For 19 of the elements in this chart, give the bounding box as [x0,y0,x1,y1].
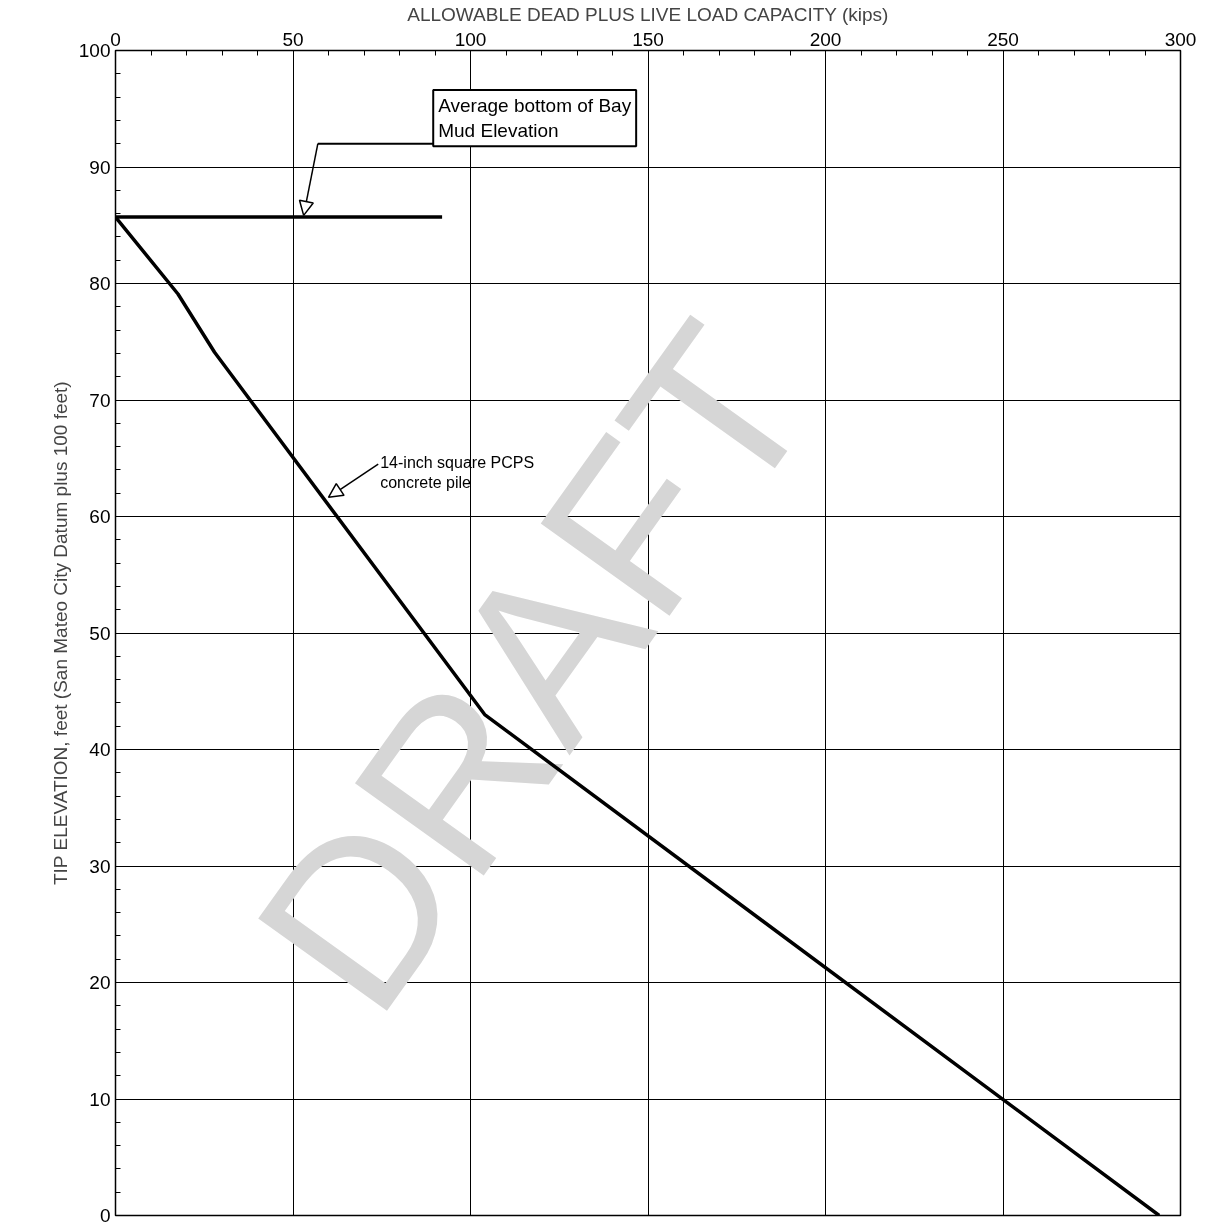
y-tick-label: 20 [89,972,111,993]
y-tick-label: 50 [89,622,111,644]
y-tick-label: 80 [89,273,111,294]
y-axis-title: TIP ELEVATION, feet (San Mateo City Datum plus 100 feet) [49,381,71,886]
x-tick-label: 300 [1164,28,1197,50]
y-tick-label: 90 [89,156,111,178]
y-tick-label: 60 [89,506,111,527]
annotation: Average bottom of Bay Mud Elevation [438,95,632,142]
y-tick-label: 30 [89,855,111,877]
y-tick-label: 70 [89,389,111,411]
x-tick-label: 50 [282,28,304,50]
x-axis-title: ALLOWABLE DEAD PLUS LIVE LOAD CAPACITY (kips) [407,3,889,25]
x-tick-label: 100 [454,28,487,50]
x-tick-label: 250 [987,28,1019,50]
x-tick-label: 200 [809,28,842,50]
x-tick-label: 150 [632,28,664,50]
y-tick-label: 0 [99,1205,111,1226]
y-tick-label: 40 [89,739,111,760]
y-tick-label: 10 [89,1088,111,1110]
